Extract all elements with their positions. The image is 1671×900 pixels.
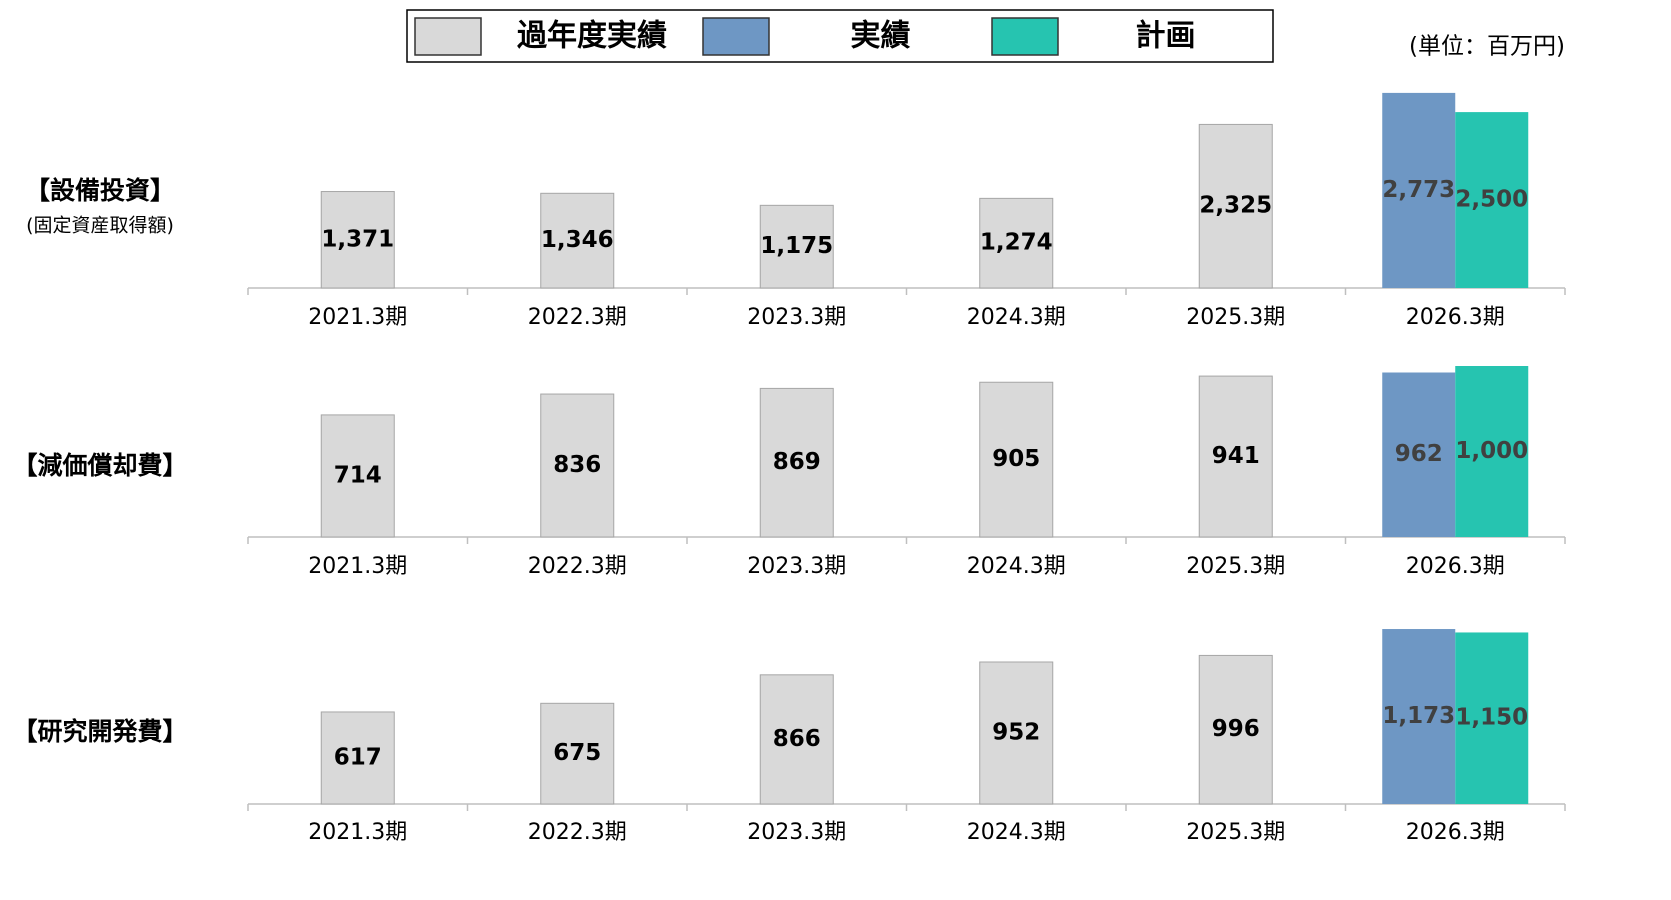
legend-label: 実績 — [851, 19, 911, 54]
bar — [759, 387, 834, 538]
bar — [979, 197, 1054, 289]
panel-title: 【減価償却費】 — [12, 451, 187, 480]
value-label: 1,175 — [760, 233, 833, 259]
value-label: 2,325 — [1199, 193, 1272, 219]
x-tick-label: 2024.3期 — [967, 305, 1066, 330]
x-tick-label: 2023.3期 — [747, 820, 846, 845]
bar — [540, 393, 615, 538]
legend-swatch — [991, 17, 1059, 56]
unit-label: (単位：百万円) — [1409, 34, 1565, 60]
value-label: 2,773 — [1382, 177, 1455, 203]
x-tick-label: 2026.3期 — [1406, 554, 1505, 579]
value-label: 1,346 — [541, 227, 614, 253]
panel-title: 【研究開発費】 — [12, 717, 187, 746]
bar — [979, 381, 1054, 538]
bar — [759, 674, 834, 805]
value-label: 866 — [773, 726, 821, 752]
x-tick-label: 2022.3期 — [528, 305, 627, 330]
value-label: 836 — [553, 452, 601, 478]
legend-swatch — [414, 17, 482, 56]
x-tick-label: 2024.3期 — [967, 820, 1066, 845]
bar — [1198, 654, 1273, 805]
value-label: 905 — [992, 446, 1040, 472]
x-tick-label: 2025.3期 — [1186, 305, 1285, 330]
value-label: 1,371 — [321, 226, 394, 252]
value-label: 2,500 — [1455, 187, 1528, 213]
legend-label: 計画 — [1136, 19, 1196, 54]
x-tick-label: 2025.3期 — [1186, 554, 1285, 579]
bar — [759, 204, 834, 289]
value-label: 996 — [1212, 716, 1260, 742]
x-tick-label: 2023.3期 — [747, 305, 846, 330]
value-label: 962 — [1395, 441, 1443, 467]
bar — [320, 191, 395, 289]
value-label: 952 — [992, 719, 1040, 745]
value-label: 714 — [334, 462, 382, 488]
value-label: 1,000 — [1455, 438, 1528, 464]
bar — [1382, 629, 1456, 804]
bar — [1198, 375, 1273, 538]
bar — [540, 702, 615, 805]
legend-swatch — [702, 17, 770, 56]
value-label: 869 — [773, 449, 821, 475]
panel-title: 【設備投資】 — [25, 176, 175, 205]
x-tick-label: 2023.3期 — [747, 554, 846, 579]
value-label: 1,274 — [980, 230, 1053, 256]
bar — [1455, 112, 1529, 288]
x-tick-label: 2021.3期 — [308, 554, 407, 579]
x-tick-label: 2021.3期 — [308, 820, 407, 845]
legend-box — [406, 9, 1274, 63]
bar — [540, 192, 615, 289]
value-label: 617 — [334, 744, 382, 770]
legend-label: 過年度実績 — [517, 19, 667, 54]
bar — [1382, 372, 1456, 537]
x-tick-label: 2026.3期 — [1406, 820, 1505, 845]
x-tick-label: 2024.3期 — [967, 554, 1066, 579]
x-tick-label: 2022.3期 — [528, 820, 627, 845]
bar — [1455, 632, 1529, 804]
bar — [1455, 366, 1529, 537]
value-label: 1,150 — [1455, 705, 1528, 731]
bar — [320, 711, 395, 805]
x-tick-label: 2025.3期 — [1186, 820, 1285, 845]
bar — [320, 414, 395, 538]
bar — [1382, 92, 1456, 288]
bar — [979, 661, 1054, 805]
value-label: 1,173 — [1382, 703, 1455, 729]
x-tick-label: 2021.3期 — [308, 305, 407, 330]
x-tick-label: 2022.3期 — [528, 554, 627, 579]
panel-subtitle: (固定資産取得額) — [26, 215, 174, 237]
x-tick-label: 2026.3期 — [1406, 305, 1505, 330]
value-label: 675 — [553, 740, 601, 766]
bar — [1198, 123, 1273, 289]
value-label: 941 — [1212, 443, 1260, 469]
